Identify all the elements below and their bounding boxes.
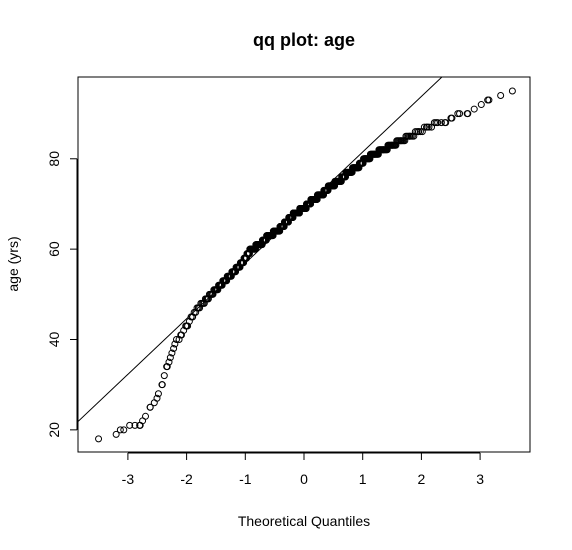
data-point — [177, 331, 185, 339]
data-point — [370, 150, 378, 158]
y-tick-label: 40 — [46, 332, 62, 348]
y-axis: 20 40 60 80 — [46, 151, 78, 438]
y-tick-label: 80 — [46, 151, 62, 167]
data-point — [318, 191, 326, 199]
data-point — [221, 277, 229, 285]
x-tick-label: 3 — [476, 471, 484, 487]
plot-area — [77, 76, 531, 453]
data-point — [388, 141, 396, 149]
x-tick-label: -2 — [180, 471, 193, 487]
data-point — [116, 426, 124, 434]
data-point — [163, 363, 171, 371]
data-point — [441, 119, 449, 127]
data-point — [485, 96, 493, 104]
data-point — [150, 399, 158, 407]
y-tick-label: 20 — [46, 422, 62, 438]
data-point — [165, 358, 173, 366]
chart-title: qq plot: age — [253, 30, 355, 50]
data-point — [166, 354, 174, 362]
data-point — [212, 286, 220, 294]
data-point — [282, 218, 290, 226]
data-point — [160, 372, 168, 380]
data-point — [397, 137, 405, 145]
x-tick-label: 1 — [359, 471, 367, 487]
data-point — [172, 336, 180, 343]
data-point — [194, 304, 202, 312]
data-point — [418, 128, 426, 136]
x-axis: -3 -2 -1 0 1 2 3 — [122, 452, 484, 487]
data-point — [300, 204, 308, 212]
data-point — [274, 227, 282, 235]
data-point — [238, 259, 246, 267]
data-point — [188, 313, 196, 321]
data-point — [265, 232, 273, 240]
data-point — [126, 421, 134, 429]
plot-frame — [77, 76, 531, 453]
data-point — [146, 403, 154, 411]
data-point — [247, 245, 255, 253]
y-axis-label: age (yrs) — [5, 236, 21, 291]
data-point — [420, 123, 428, 131]
data-point — [456, 110, 464, 118]
data-point — [291, 209, 299, 217]
data-point — [432, 119, 440, 127]
data-point — [335, 177, 343, 185]
data-point — [406, 132, 414, 140]
data-point — [448, 114, 456, 122]
data-point — [379, 146, 387, 154]
data-point — [95, 435, 103, 443]
data-point — [120, 426, 128, 434]
data-point — [416, 128, 424, 136]
data-point — [131, 421, 139, 429]
data-point — [112, 430, 120, 438]
data-point — [203, 295, 211, 303]
data-point — [183, 322, 191, 330]
data-point — [344, 168, 352, 176]
data-point — [256, 241, 264, 249]
data-point — [508, 87, 516, 95]
data-point — [170, 345, 178, 353]
data-point — [168, 349, 176, 357]
data-point — [230, 268, 238, 276]
data-point — [158, 381, 166, 389]
data-point — [477, 101, 485, 109]
data-point — [309, 195, 317, 203]
data-point — [463, 110, 471, 118]
data-point — [362, 155, 370, 163]
data-point — [326, 182, 334, 190]
data-point — [154, 390, 162, 398]
x-axis-label: Theoretical Quantiles — [238, 513, 370, 529]
data-point — [171, 340, 179, 348]
data-point — [470, 105, 478, 113]
data-point — [142, 412, 150, 420]
data-point — [437, 119, 445, 127]
x-tick-label: 2 — [418, 471, 426, 487]
data-point — [414, 128, 422, 136]
x-tick-label: -1 — [239, 471, 252, 487]
data-point — [423, 123, 431, 131]
x-tick-label: 0 — [300, 471, 308, 487]
y-tick-label: 60 — [46, 241, 62, 257]
x-tick-label: -3 — [122, 471, 135, 487]
data-point — [497, 92, 505, 100]
data-point — [353, 164, 361, 172]
